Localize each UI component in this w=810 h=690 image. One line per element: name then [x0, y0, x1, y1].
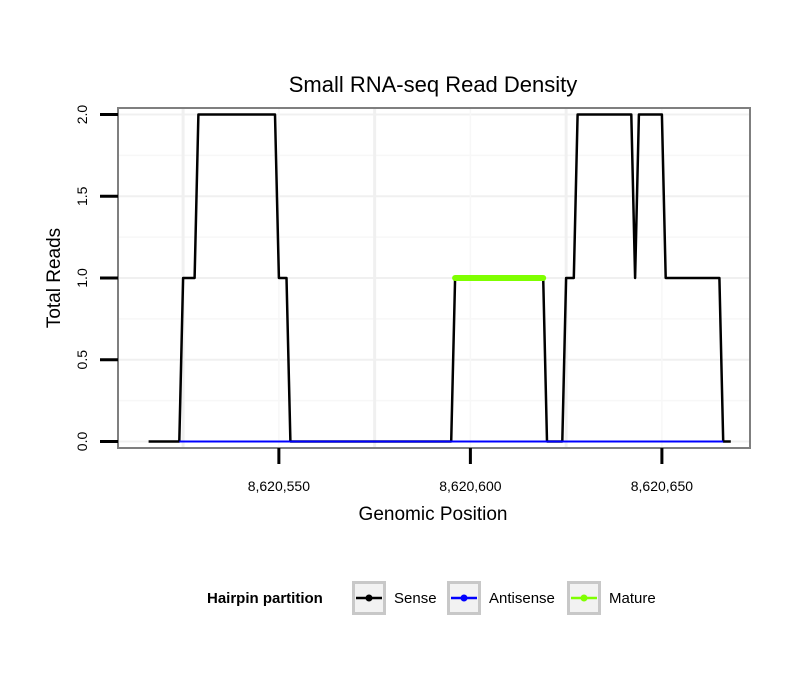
x-tick-label: 8,620,550 — [248, 478, 310, 494]
x-tick-label: 8,620,650 — [631, 478, 693, 494]
legend-label: Sense — [394, 590, 437, 607]
legend: Hairpin partition Sense Antisense Mature — [207, 581, 656, 615]
y-tick-label: 0.5 — [74, 350, 90, 370]
legend-label: Antisense — [489, 590, 555, 607]
legend-label: Mature — [609, 590, 656, 607]
chart-title: Small RNA-seq Read Density — [289, 72, 578, 97]
legend-key-point — [580, 594, 588, 602]
legend-item-antisense: Antisense — [447, 581, 555, 615]
y-axis: 0.0 0.5 1.0 1.5 2.0 — [74, 105, 118, 452]
legend-item-sense: Sense — [352, 581, 437, 615]
series-layer — [148, 113, 731, 443]
legend-title: Hairpin partition — [207, 590, 323, 607]
y-tick-label: 0.0 — [74, 432, 90, 452]
legend-key-point — [365, 594, 373, 602]
y-tick-label: 1.5 — [74, 186, 90, 206]
legend-key-point — [460, 594, 468, 602]
x-axis-title: Genomic Position — [359, 504, 508, 525]
y-tick-label: 1.0 — [74, 268, 90, 288]
y-axis-title: Total Reads — [44, 228, 65, 328]
legend-item-mature: Mature — [567, 581, 656, 615]
x-axis: 8,620,550 8,620,600 8,620,650 — [248, 448, 693, 494]
y-tick-label: 2.0 — [74, 105, 90, 125]
x-tick-label: 8,620,600 — [439, 478, 501, 494]
